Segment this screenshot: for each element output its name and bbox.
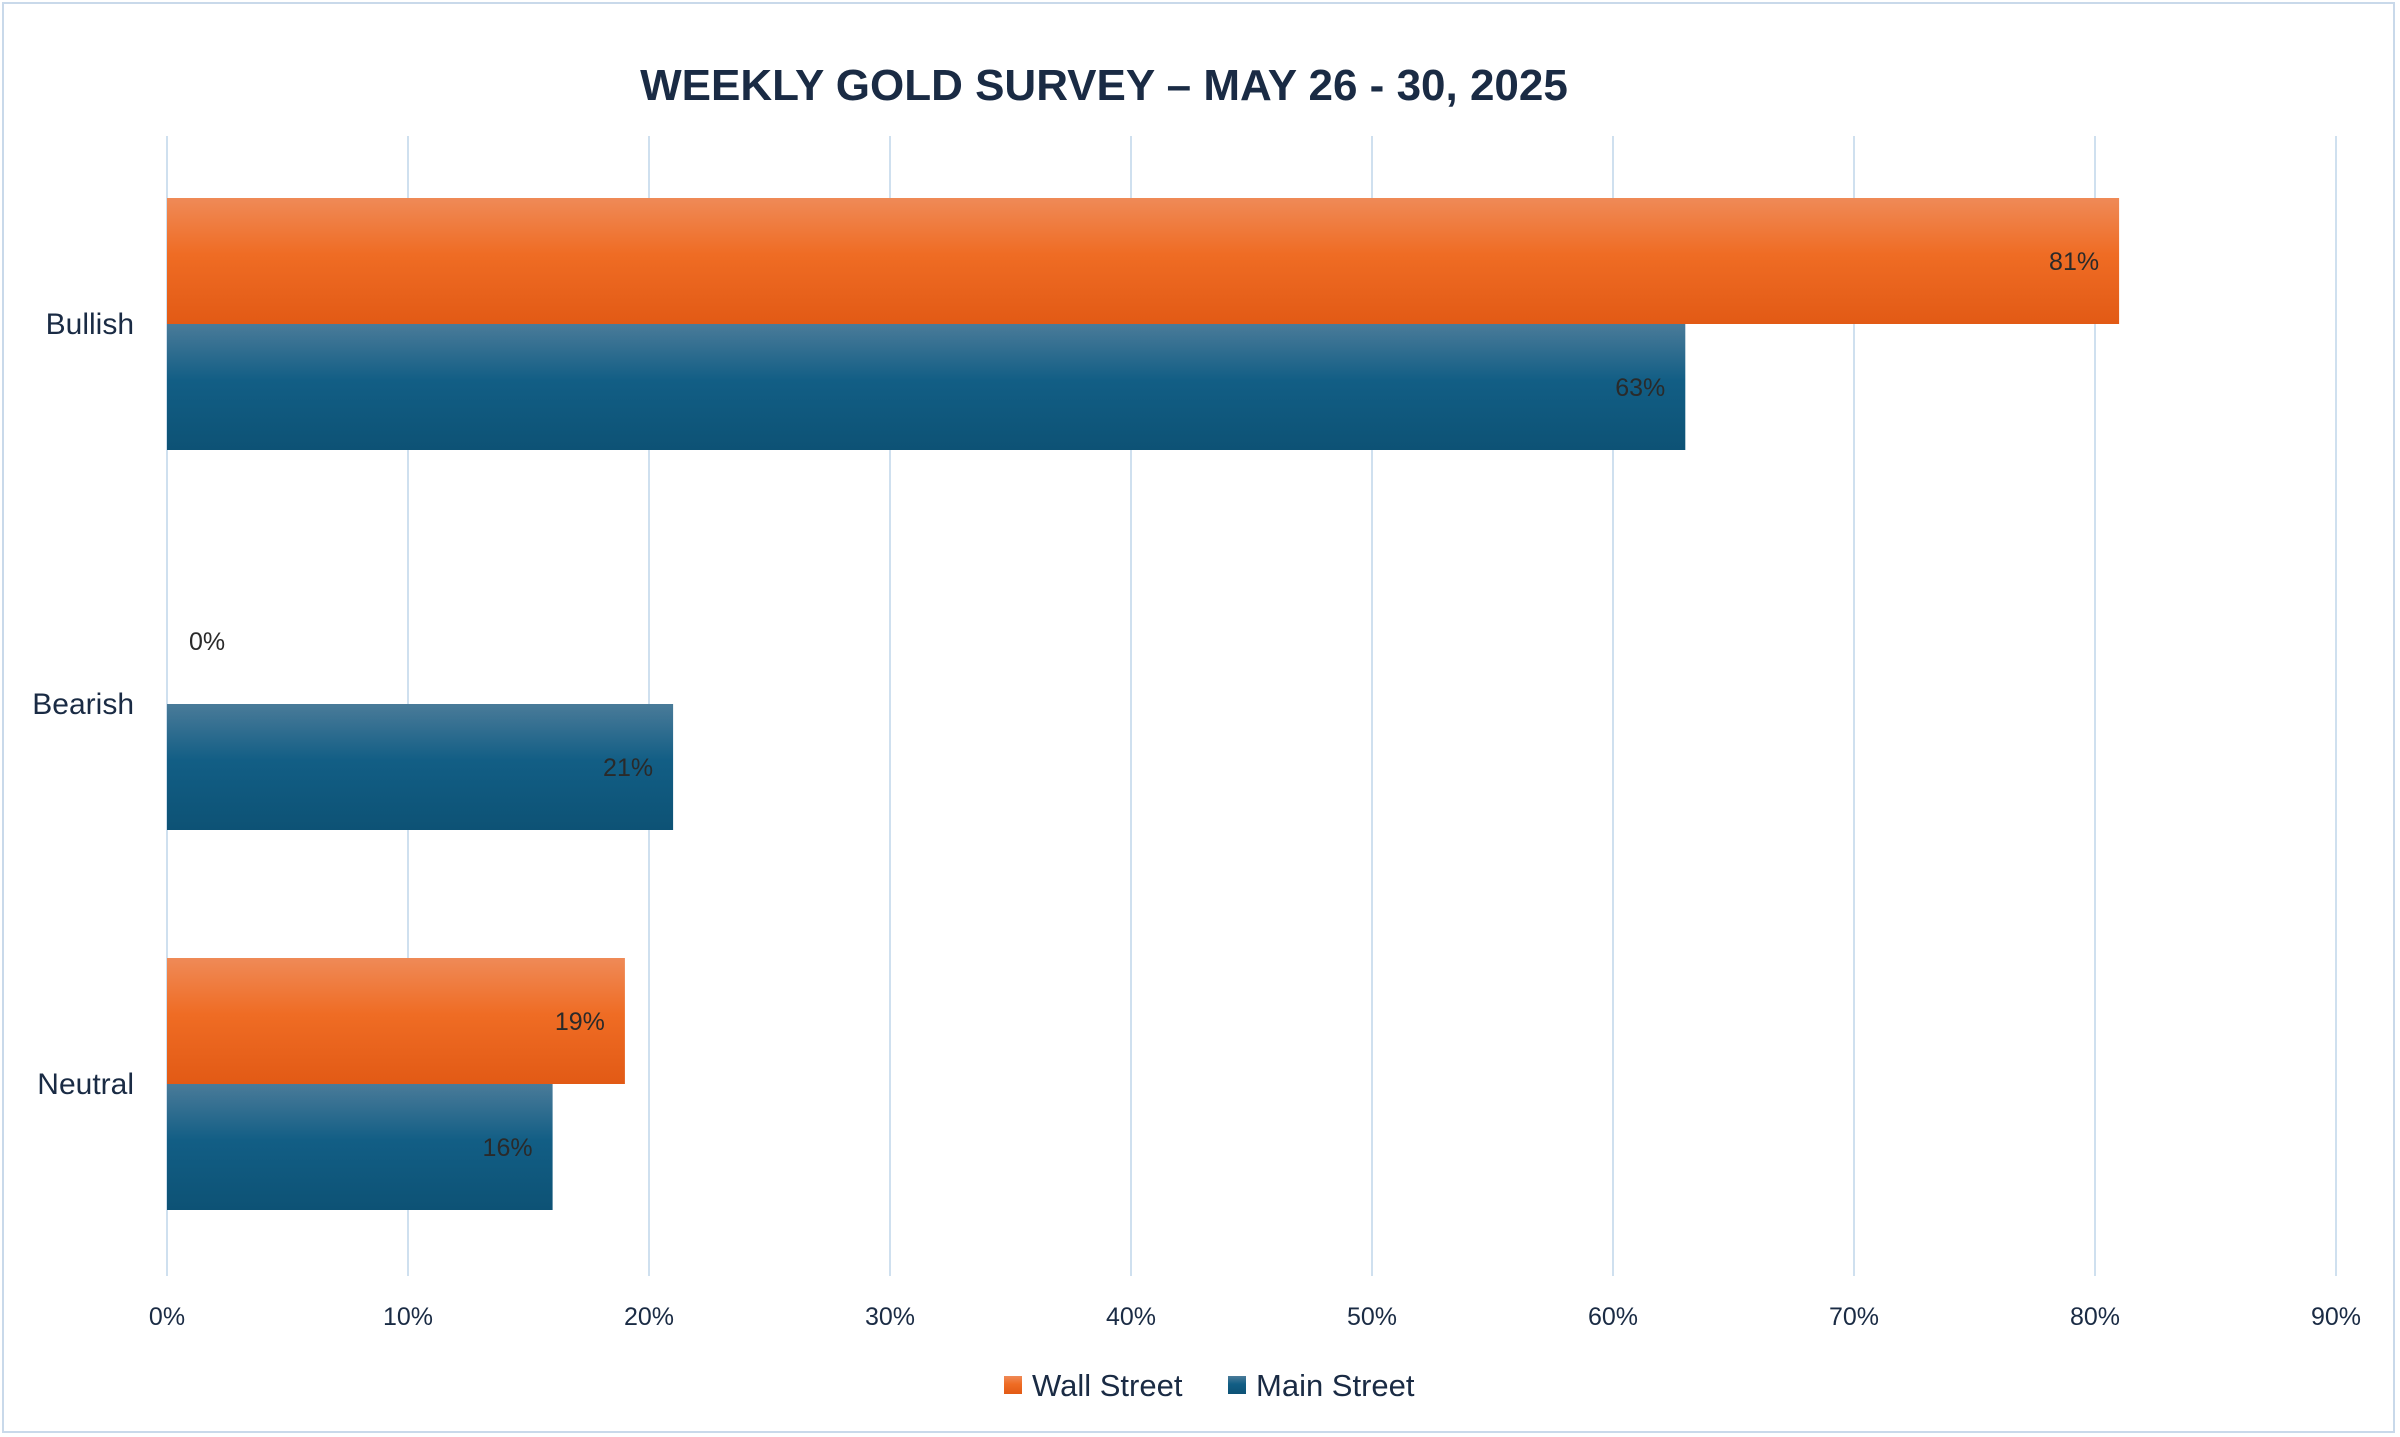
- x-tick-label-80: 80%: [2070, 1303, 2120, 1331]
- data-label-main-street-bearish: 21%: [603, 754, 653, 782]
- x-tick-label-10: 10%: [383, 1303, 433, 1331]
- data-label-wall-street-neutral: 19%: [555, 1008, 605, 1036]
- x-tick-label-60: 60%: [1588, 1303, 1638, 1331]
- bar-main-street-neutral: [167, 1084, 553, 1210]
- legend-swatch-wall-street: [1004, 1376, 1022, 1394]
- data-label-main-street-bullish: 63%: [1615, 374, 1665, 402]
- bar-wall-street-neutral: [167, 958, 625, 1084]
- category-labels: Bullish Bearish Neutral: [32, 308, 134, 1101]
- data-label-main-street-neutral: 16%: [483, 1134, 533, 1162]
- x-tick-label-50: 50%: [1347, 1303, 1397, 1331]
- legend: Wall Street Main Street: [1004, 1368, 1415, 1403]
- category-label-bullish: Bullish: [46, 308, 134, 341]
- x-tick-label-70: 70%: [1829, 1303, 1879, 1331]
- bar-chart: WEEKLY GOLD SURVEY – MAY 26 - 30, 2025 8…: [32, 61, 2361, 1403]
- chart-title: WEEKLY GOLD SURVEY – MAY 26 - 30, 2025: [640, 61, 1568, 110]
- x-tick-label-30: 30%: [865, 1303, 915, 1331]
- data-label-wall-street-bullish: 81%: [2049, 248, 2099, 276]
- category-label-bearish: Bearish: [32, 688, 134, 721]
- legend-label-wall-street: Wall Street: [1032, 1368, 1183, 1403]
- x-tick-label-90: 90%: [2311, 1303, 2361, 1331]
- bar-main-street-bearish: [167, 704, 674, 830]
- category-label-neutral: Neutral: [37, 1068, 134, 1101]
- x-tick-label-20: 20%: [624, 1303, 674, 1331]
- legend-label-main-street: Main Street: [1256, 1368, 1415, 1403]
- x-tick-label-40: 40%: [1106, 1303, 1156, 1331]
- data-label-wall-street-bearish: 0%: [189, 628, 225, 656]
- data-labels: 81% 63% 0% 21% 19% 16%: [189, 248, 2099, 1162]
- x-tick-label-0: 0%: [149, 1303, 185, 1331]
- bar-main-street-bullish: [167, 324, 1686, 450]
- bars: [167, 198, 2120, 1210]
- legend-swatch-main-street: [1228, 1376, 1246, 1394]
- x-axis-tick-labels: 0% 10% 20% 30% 40% 50% 60% 70% 80% 90%: [149, 1303, 2361, 1331]
- bar-wall-street-bullish: [167, 198, 2120, 324]
